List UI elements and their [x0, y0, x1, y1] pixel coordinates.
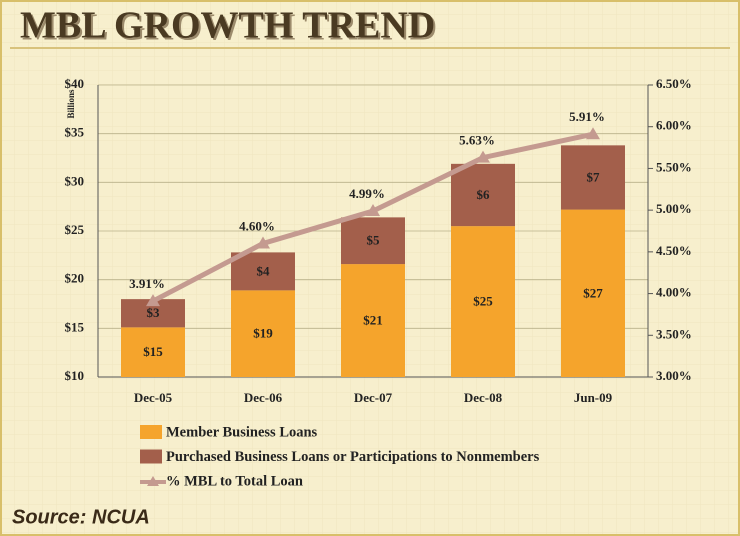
bar-segment: [231, 290, 295, 377]
line-marker: [476, 150, 490, 163]
y-tick-label: $30: [65, 173, 85, 188]
x-tick-label: Dec-08: [464, 390, 503, 405]
data-label: $19: [253, 326, 273, 341]
data-label: 5.63%: [459, 133, 495, 148]
y-tick-label: $10: [65, 368, 85, 383]
data-label: $3: [147, 305, 161, 320]
line-marker: [366, 203, 380, 216]
y2-tick-label: 5.00%: [656, 201, 692, 216]
legend-label: Purchased Business Loans or Participatio…: [166, 449, 540, 465]
data-label: $4: [257, 263, 271, 278]
y2-tick-label: 6.00%: [656, 118, 692, 133]
data-label: $7: [587, 169, 601, 184]
bar-segment: [451, 226, 515, 377]
data-label: 5.91%: [569, 109, 605, 124]
legend-label: % MBL to Total Loan: [166, 473, 303, 489]
data-label: $15: [143, 344, 163, 359]
line-marker: [586, 127, 600, 140]
y2-tick-label: 4.00%: [656, 285, 692, 300]
y-tick-label: $15: [65, 319, 85, 334]
legend-swatch: [140, 449, 162, 464]
y-tick-label: $25: [65, 222, 85, 237]
bar-segment: [341, 217, 405, 265]
y2-tick-label: 4.50%: [656, 243, 692, 258]
x-tick-label: Jun-09: [574, 390, 613, 405]
legend-swatch: [140, 425, 162, 439]
line-marker: [146, 294, 160, 307]
bar-segment: [561, 209, 625, 377]
y2-tick-label: 6.50%: [656, 76, 692, 91]
data-label: 4.99%: [349, 186, 385, 201]
chart-title: MBL GROWTH TREND: [20, 5, 435, 47]
data-label: $25: [473, 294, 493, 309]
chart-title-shadow: MBL GROWTH TREND: [22, 7, 437, 49]
data-label: 3.91%: [129, 276, 165, 291]
data-label: 4.60%: [239, 218, 275, 233]
x-tick-label: Dec-07: [354, 390, 393, 405]
x-tick-label: Dec-06: [244, 390, 283, 405]
bar-segment: [121, 327, 185, 377]
y-tick-label: $40: [65, 76, 85, 91]
y-tick-label: $20: [65, 271, 85, 286]
data-label: $27: [583, 285, 603, 300]
x-tick-label: Dec-05: [134, 390, 173, 405]
bar-segment: [561, 145, 625, 210]
y2-tick-label: 3.50%: [656, 326, 692, 341]
bar-segment: [451, 163, 515, 227]
legend-label: Member Business Loans: [166, 424, 318, 440]
data-label: $5: [367, 233, 381, 248]
y-tick-label: $35: [65, 125, 85, 140]
source: Source: NCUA: [12, 506, 150, 528]
bar-segment: [231, 252, 295, 291]
data-label: $21: [363, 313, 383, 328]
legend-marker: [147, 476, 159, 486]
y2-tick-label: 3.00%: [656, 368, 692, 383]
y2-tick-label: 5.50%: [656, 159, 692, 174]
bar-segment: [341, 264, 405, 377]
line-marker: [256, 236, 270, 249]
y-axis-label: Billions: [66, 89, 76, 119]
data-label: $6: [477, 187, 491, 202]
